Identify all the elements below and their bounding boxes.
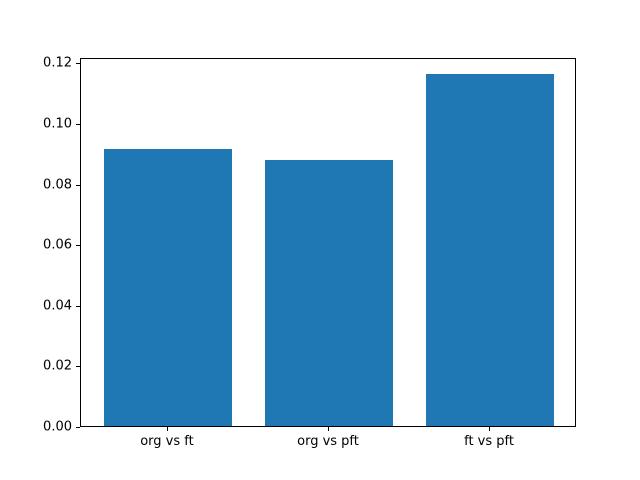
y-tick-label: 0.12 (43, 55, 72, 71)
x-tick-mark (328, 427, 329, 431)
bar-ft-vs-pft (425, 73, 555, 426)
y-tick-label: 0.04 (43, 298, 72, 314)
y-tick-mark (76, 245, 80, 247)
x-tick-mark (489, 427, 491, 431)
y-tick-label: 0.06 (43, 237, 72, 253)
y-tick-mark (76, 184, 80, 186)
bar-org-vs-pft (264, 160, 394, 426)
y-tick-label: 0.10 (43, 116, 72, 132)
y-tick-mark (76, 305, 80, 307)
y-tick-mark (76, 366, 80, 368)
x-tick-label-org-vs-pft: org vs pft (297, 434, 359, 449)
x-tick-label-ft-vs-pft: ft vs pft (464, 434, 514, 449)
plot-area (80, 58, 576, 427)
y-tick-mark (76, 124, 80, 126)
bar-org-vs-ft (103, 149, 233, 426)
y-tick-label: 0.08 (43, 177, 72, 193)
x-tick-mark (166, 427, 168, 431)
y-tick-label: 0.00 (43, 419, 72, 435)
x-tick-label-org-vs-ft: org vs ft (140, 434, 194, 449)
y-tick-mark (76, 427, 80, 428)
y-tick-mark (76, 63, 80, 65)
y-tick-label: 0.02 (43, 358, 72, 374)
